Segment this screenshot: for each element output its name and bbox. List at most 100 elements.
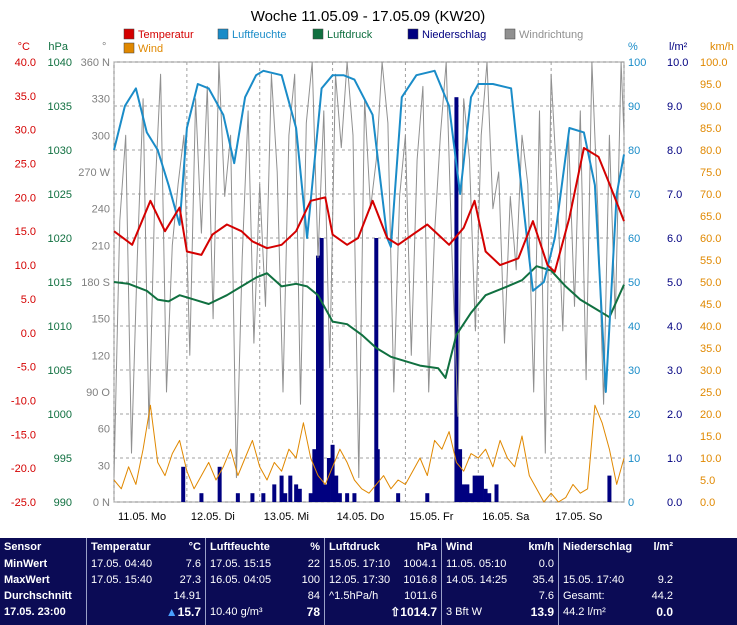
axis-tick-wind: 90.0 bbox=[700, 101, 721, 113]
stats-sensor-column: Sensor MinWert MaxWert Durchschnitt 17.0… bbox=[0, 538, 87, 625]
axis-tick-direction: 120 bbox=[92, 350, 110, 362]
axis-tick-wind: 25.0 bbox=[700, 387, 721, 399]
axis-tick-rain: 6.0 bbox=[667, 233, 682, 245]
rain-bar bbox=[483, 488, 488, 502]
axis-tick-wind: 75.0 bbox=[700, 167, 721, 179]
rain-bar bbox=[330, 444, 335, 502]
axis-tick-wind: 60.0 bbox=[700, 233, 721, 245]
axis-tick-rain: 2.0 bbox=[667, 409, 682, 421]
legend-swatch bbox=[123, 42, 135, 54]
stats-temperature-unit: °C bbox=[188, 541, 201, 553]
rain-bar bbox=[334, 475, 339, 502]
legend-swatch bbox=[312, 28, 324, 40]
rain-current-value: 0.0 bbox=[656, 605, 673, 619]
stats-min-label: MinWert bbox=[4, 558, 48, 570]
pressure-avg-value: 1011.6 bbox=[404, 590, 437, 602]
series-line-temperatur bbox=[113, 147, 625, 273]
axis-tick-pressure: 1030 bbox=[48, 145, 72, 157]
temperature-min-time: 17.05. 04:40 bbox=[91, 558, 153, 570]
axis-tick-direction: 60 bbox=[98, 424, 110, 436]
x-tick-day: 11.05. Mo bbox=[118, 511, 166, 523]
axis-tick-pressure: 1035 bbox=[48, 101, 72, 113]
axis-tick-temp: -25.0 bbox=[11, 497, 36, 509]
axis-tick-wind: 85.0 bbox=[700, 123, 721, 135]
rain-bar bbox=[458, 449, 463, 502]
temperature-current-value: 15.7 bbox=[177, 605, 201, 619]
axis-unit-wind: km/h bbox=[710, 41, 734, 53]
axis-unit-direction: ° bbox=[102, 41, 106, 53]
axis-tick-pressure: 1040 bbox=[48, 57, 72, 69]
rain-bar bbox=[323, 484, 328, 502]
legend-swatch bbox=[504, 28, 516, 40]
axis-tick-temp: -15.0 bbox=[11, 429, 36, 441]
stats-humidity-column: Luftfeuchte% 17.05. 15:15 22 16.05. 04:05… bbox=[206, 538, 325, 625]
rain-bar bbox=[337, 493, 342, 502]
x-tick-day: 13.05. Mi bbox=[264, 511, 309, 523]
legend-label: Windrichtung bbox=[519, 29, 583, 41]
axis-tick-direction: 90 O bbox=[86, 387, 110, 399]
axis-tick-temp: 5.0 bbox=[21, 294, 36, 306]
axis-tick-temp: -5.0 bbox=[17, 362, 36, 374]
temperature-max-value: 27.3 bbox=[179, 574, 201, 586]
rain-bar bbox=[294, 484, 299, 502]
rain-bar bbox=[326, 458, 331, 502]
x-tick-day: 12.05. Di bbox=[191, 511, 235, 523]
pressure-trend-icon: ⇧ bbox=[390, 605, 401, 619]
temperature-max-time: 17.05. 15:40 bbox=[91, 574, 153, 586]
rain-bar bbox=[319, 238, 324, 502]
axis-tick-humidity: 30 bbox=[628, 365, 640, 377]
weather-week-chart: Woche 11.05.09 - 17.05.09 (KW20) Tempera… bbox=[11, 8, 734, 523]
humidity-current-value: 78 bbox=[306, 605, 320, 619]
series-line-wind bbox=[113, 404, 625, 503]
wind-max-time: 14.05. 14:25 bbox=[446, 574, 508, 586]
rain-bar bbox=[312, 449, 317, 502]
rain-bar bbox=[487, 493, 492, 502]
axis-tick-wind: 100.0 bbox=[700, 57, 728, 69]
legend-label: Niederschlag bbox=[422, 29, 486, 41]
axis-tick-humidity: 60 bbox=[628, 233, 640, 245]
rain-bar bbox=[494, 484, 499, 502]
humidity-max-value: 100 bbox=[301, 574, 320, 586]
axis-tick-wind: 70.0 bbox=[700, 189, 721, 201]
axis-tick-wind: 5.0 bbox=[700, 475, 715, 487]
axis-tick-humidity: 40 bbox=[628, 321, 640, 333]
axis-tick-pressure: 1005 bbox=[48, 365, 72, 377]
axis-tick-direction: 360 N bbox=[81, 57, 110, 69]
axis-tick-rain: 1.0 bbox=[667, 453, 682, 465]
rain-bar bbox=[217, 466, 222, 502]
axis-tick-wind: 40.0 bbox=[700, 321, 721, 333]
axis-tick-rain: 5.0 bbox=[667, 277, 682, 289]
rain-total-label: Gesamt: bbox=[563, 590, 605, 602]
axis-tick-temp: 0.0 bbox=[21, 328, 36, 340]
axis-tick-wind: 95.0 bbox=[700, 79, 721, 91]
legend-label: Temperatur bbox=[138, 29, 194, 41]
axis-tick-rain: 3.0 bbox=[667, 365, 682, 377]
plot-area bbox=[113, 61, 625, 503]
x-tick-day: 15.05. Fr bbox=[409, 511, 453, 523]
axis-tick-temp: 25.0 bbox=[15, 159, 36, 171]
axis-tick-rain: 0.0 bbox=[667, 497, 682, 509]
axis-tick-humidity: 90 bbox=[628, 101, 640, 113]
rain-bar bbox=[250, 493, 255, 502]
stats-humidity-header: Luftfeuchte bbox=[210, 541, 270, 553]
humidity-avg-value: 84 bbox=[307, 590, 320, 602]
legend-label: Luftdruck bbox=[327, 29, 373, 41]
axis-tick-rain: 9.0 bbox=[667, 101, 682, 113]
pressure-max-value: 1016.8 bbox=[403, 574, 437, 586]
axis-tick-wind: 20.0 bbox=[700, 409, 721, 421]
stats-rain-column: Niederschlag l/m² 15.05. 17:40 9.2 Gesamt:… bbox=[559, 538, 677, 625]
axis-unit-rain: l/m² bbox=[669, 41, 688, 53]
axis-tick-pressure: 1025 bbox=[48, 189, 72, 201]
rain-bar bbox=[199, 493, 204, 502]
axis-tick-wind: 35.0 bbox=[700, 343, 721, 355]
rain-bar bbox=[235, 493, 240, 502]
pressure-min-time: 15.05. 17:10 bbox=[329, 558, 391, 570]
axis-tick-direction: 0 N bbox=[93, 497, 110, 509]
stats-temperature-header: Temperatur bbox=[91, 541, 151, 553]
rain-bar bbox=[181, 466, 186, 502]
rain-total-value: 44.2 bbox=[651, 590, 673, 602]
stats-avg-label: Durchschnitt bbox=[4, 590, 72, 602]
rain-bar bbox=[454, 97, 459, 502]
x-tick-day: 14.05. Do bbox=[337, 511, 385, 523]
axis-tick-temp: 30.0 bbox=[15, 125, 36, 137]
